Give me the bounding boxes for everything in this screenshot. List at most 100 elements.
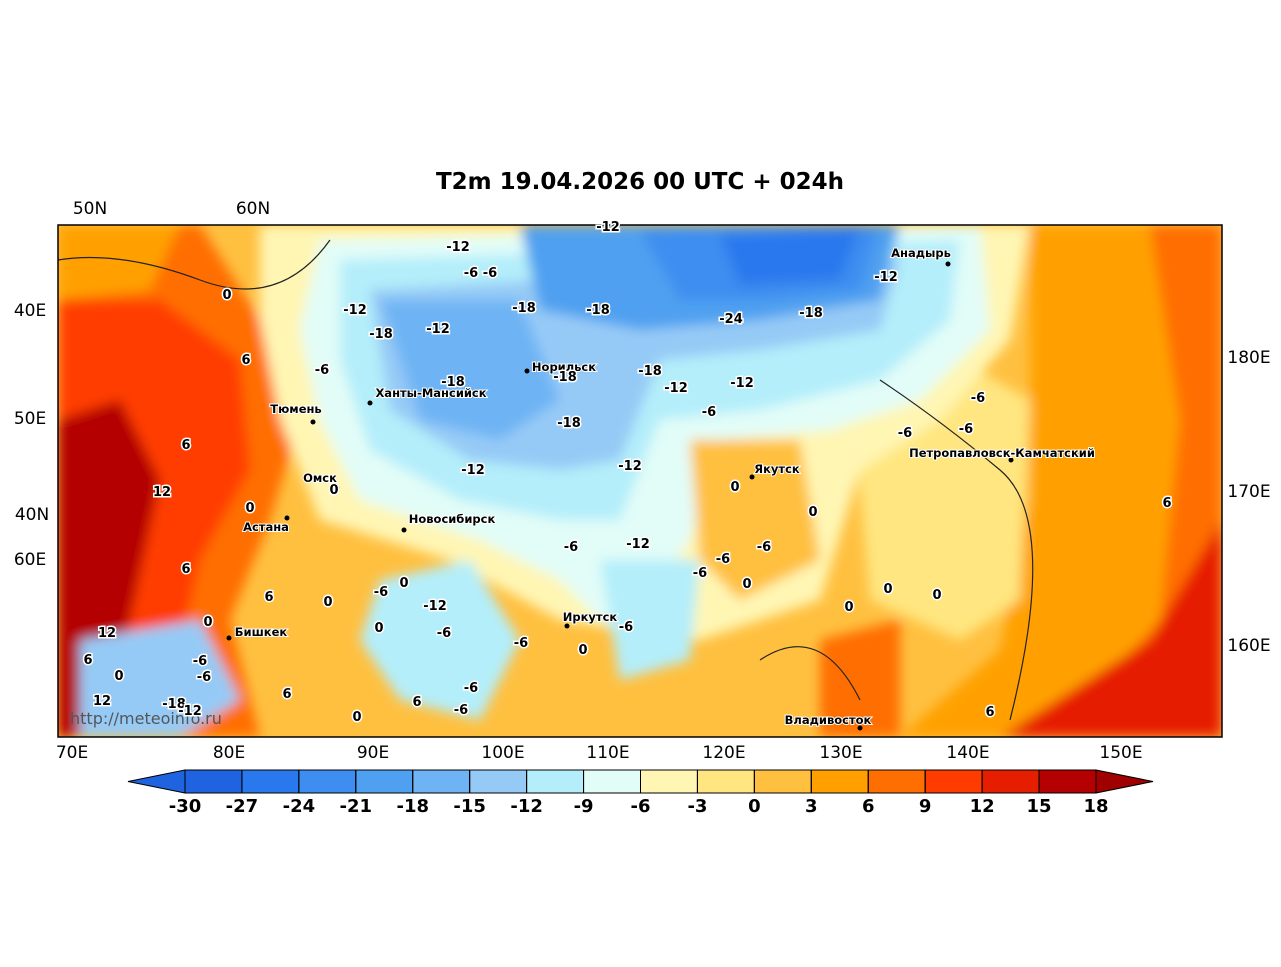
contour-label: -12	[664, 381, 688, 396]
contour-label: 0	[844, 600, 853, 615]
lat-label: 60N	[236, 199, 270, 219]
contour-label: -12	[426, 322, 450, 337]
city-label: Ханты-Мансийск	[375, 386, 486, 400]
contour-label: -6	[437, 626, 451, 641]
contour-label: -6	[959, 422, 973, 437]
contour-label: -6	[514, 636, 528, 651]
contour-label: -18	[162, 697, 186, 712]
city-dot	[524, 368, 530, 374]
map-field	[58, 225, 1222, 737]
colorbar-box	[924, 769, 983, 794]
contour-label: -18	[557, 416, 581, 431]
contour-label: -6	[197, 670, 211, 685]
colorbar-box	[526, 769, 585, 794]
city-label: Петропавловск-Камчатский	[909, 446, 1095, 460]
colorbar-box	[355, 769, 414, 794]
contour-label: -24	[719, 312, 743, 327]
contour-label: -18	[441, 375, 465, 390]
colorbar-tick-label: 3	[805, 796, 818, 817]
contour-label: -6	[454, 703, 468, 718]
city-dot	[945, 261, 951, 267]
contour-label: -18	[369, 327, 393, 342]
contour-label: 6	[181, 562, 190, 577]
lon-label: 120E	[702, 743, 745, 763]
lon-label: 170E	[1227, 482, 1270, 502]
contour-label: -12	[626, 537, 650, 552]
contour-label: -12	[178, 704, 202, 719]
lon-label: 180E	[1227, 348, 1270, 368]
contour-label: 0	[203, 615, 212, 630]
lon-label: 90E	[357, 743, 389, 763]
contour-label: -6	[898, 426, 912, 441]
city-dot	[401, 527, 407, 533]
contour-label: 0	[245, 501, 254, 516]
contour-label: -12	[461, 463, 485, 478]
colorbar-box	[583, 769, 641, 794]
colorbar-box	[241, 769, 300, 794]
colorbar-box	[981, 769, 1040, 794]
contour-label: 0	[352, 710, 361, 725]
contour-label: 0	[374, 621, 383, 636]
colorbar-box	[810, 769, 869, 794]
city-label: Анадырь	[891, 246, 951, 260]
contour-label: 0	[730, 480, 739, 495]
contour-label: -12	[874, 270, 898, 285]
contour-label: 6	[181, 438, 190, 453]
lat-label: 50N	[73, 199, 107, 219]
contour-label: 6	[985, 705, 994, 720]
lon-label: 40E	[14, 301, 46, 321]
contour-label: -12	[343, 303, 367, 318]
contour-label: -6	[757, 540, 771, 555]
contour-label: -6	[483, 266, 497, 281]
colorbar-over	[1095, 769, 1154, 794]
contour-label: -6	[702, 405, 716, 420]
contour-label: 6	[412, 695, 421, 710]
contour-label: -12	[423, 599, 447, 614]
lon-label: 160E	[1227, 636, 1270, 656]
colorbar-tick-label: 0	[748, 796, 761, 817]
lon-label: 80E	[213, 743, 245, 763]
city-dot	[857, 725, 863, 731]
contour-label: -6	[374, 585, 388, 600]
contour-label: 6	[1162, 496, 1171, 511]
colorbar-box	[867, 769, 926, 794]
colorbar-tick-label: 12	[970, 796, 995, 817]
lon-label: 70E	[56, 743, 88, 763]
colorbar-box	[753, 769, 812, 794]
contour-label: 0	[114, 669, 123, 684]
colorbar-under	[127, 769, 186, 794]
lon-label: 130E	[819, 743, 862, 763]
city-dot	[749, 474, 755, 480]
contour-label: 0	[323, 595, 332, 610]
contour-label: -6	[716, 552, 730, 567]
contour-label: 6	[83, 653, 92, 668]
colorbar-box	[640, 769, 698, 794]
contour-label: 12	[93, 694, 111, 709]
colorbar-tick-label: -12	[510, 796, 543, 817]
city-dot	[367, 400, 373, 406]
contour-label: 0	[808, 505, 817, 520]
contour-label: 0	[932, 588, 941, 603]
colorbar-tick-label: -21	[340, 796, 373, 817]
colorbar-box	[298, 769, 357, 794]
contour-label: 0	[399, 576, 408, 591]
city-dot	[334, 485, 340, 491]
lon-label: 140E	[946, 743, 989, 763]
contour-label: -6	[693, 566, 707, 581]
city-label: Владивосток	[785, 713, 872, 727]
contour-label: 12	[98, 626, 116, 641]
contour-label: -18	[799, 306, 823, 321]
contour-label: -6	[564, 540, 578, 555]
contour-label: -6	[464, 681, 478, 696]
lon-label: 40N	[15, 505, 49, 525]
lon-label: 60E	[14, 550, 46, 570]
contour-label: 0	[329, 483, 338, 498]
city-label: Бишкек	[235, 625, 288, 639]
lon-label: 100E	[481, 743, 524, 763]
contour-label: 12	[153, 485, 171, 500]
contour-label: -18	[553, 370, 577, 385]
city-dot	[310, 419, 316, 425]
lon-label: 50E	[14, 409, 46, 429]
contour-label: 0	[883, 582, 892, 597]
contour-label: -12	[446, 240, 470, 255]
